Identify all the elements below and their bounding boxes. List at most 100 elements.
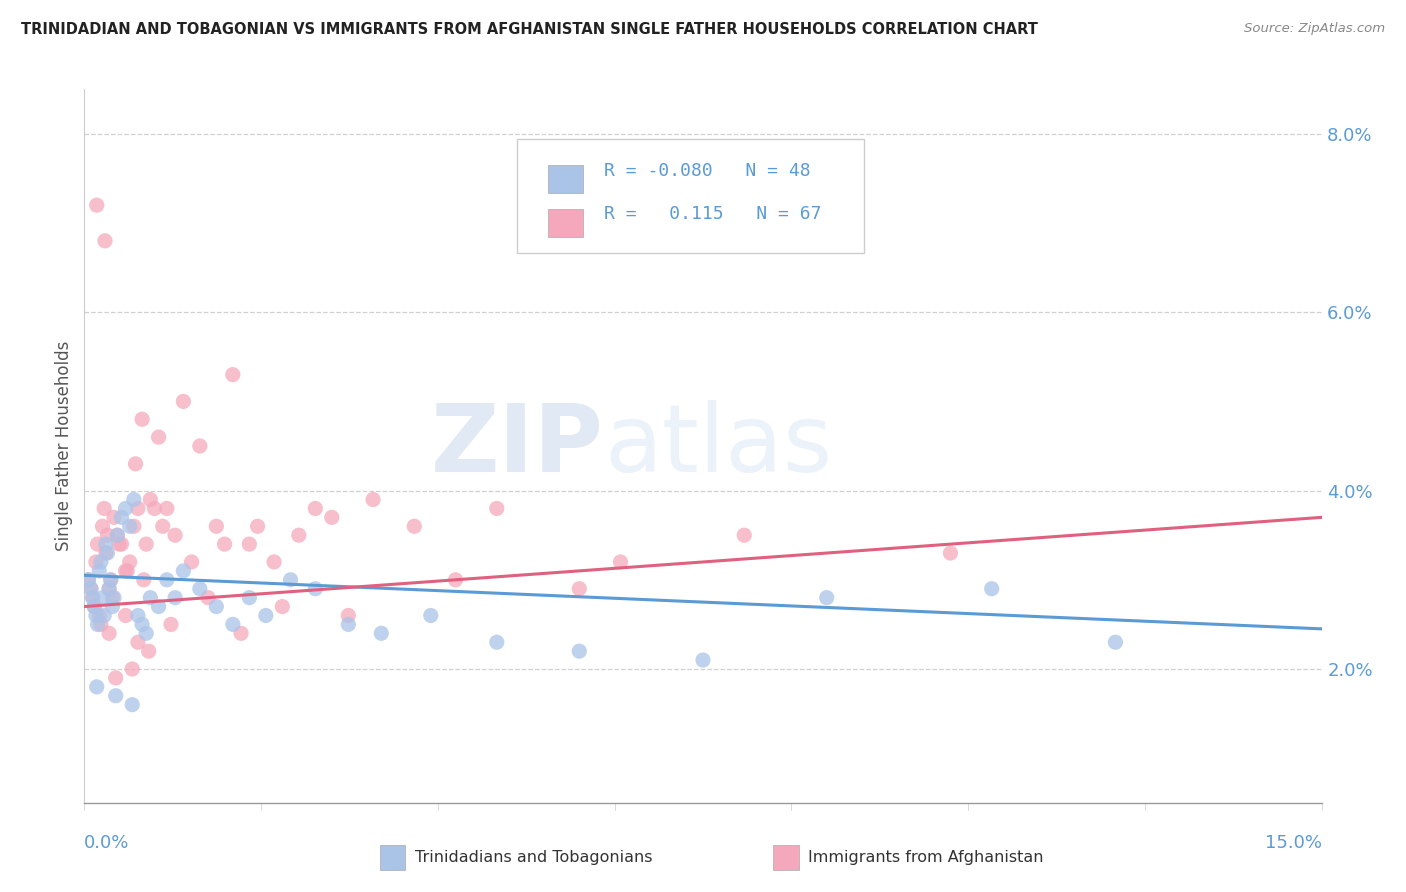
Point — [110, 537, 132, 551]
Point — [139, 591, 162, 605]
Point — [114, 608, 136, 623]
Text: 0.0%: 0.0% — [84, 834, 129, 852]
Text: 15.0%: 15.0% — [1264, 834, 1322, 852]
Point — [83, 599, 105, 614]
Point — [105, 528, 128, 542]
Point — [83, 599, 105, 614]
Point — [80, 582, 103, 596]
Point — [89, 564, 111, 578]
Text: Trinidadians and Tobagonians: Trinidadians and Tobagonians — [415, 850, 652, 864]
Point — [93, 501, 115, 516]
Point — [90, 555, 112, 569]
Point — [222, 368, 245, 382]
Point — [692, 653, 714, 667]
Point — [238, 591, 260, 605]
Point — [188, 582, 211, 596]
Point — [152, 519, 174, 533]
Point — [93, 608, 115, 623]
Point — [370, 626, 392, 640]
Point — [84, 555, 107, 569]
Point — [98, 582, 121, 596]
Point — [172, 564, 194, 578]
Point — [337, 617, 360, 632]
Point — [104, 671, 127, 685]
Point — [94, 546, 117, 560]
Point — [121, 698, 143, 712]
Text: ZIP: ZIP — [432, 400, 605, 492]
Point — [127, 501, 149, 516]
Point — [135, 537, 157, 551]
Point — [89, 608, 111, 623]
Point — [114, 564, 136, 578]
Point — [100, 573, 122, 587]
Point — [101, 591, 124, 605]
Point — [254, 608, 277, 623]
Point — [124, 457, 146, 471]
Point — [337, 608, 360, 623]
Point — [77, 573, 100, 587]
Point — [361, 492, 384, 507]
Point — [108, 537, 131, 551]
Point — [96, 528, 118, 542]
Point — [172, 394, 194, 409]
Point — [980, 582, 1002, 596]
Point — [86, 537, 108, 551]
Point — [156, 573, 179, 587]
Point — [131, 617, 153, 632]
Point — [156, 501, 179, 516]
Point — [815, 591, 838, 605]
Point — [148, 599, 170, 614]
Point — [568, 582, 591, 596]
Point — [444, 573, 467, 587]
Point — [86, 680, 108, 694]
Point — [82, 591, 104, 605]
Point — [568, 644, 591, 658]
FancyBboxPatch shape — [548, 209, 583, 236]
Point — [110, 510, 132, 524]
Point — [122, 492, 145, 507]
Text: R =   0.115   N = 67: R = 0.115 N = 67 — [605, 205, 821, 223]
Point — [197, 591, 219, 605]
FancyBboxPatch shape — [517, 139, 863, 253]
Point — [148, 430, 170, 444]
Point — [98, 626, 121, 640]
Point — [188, 439, 211, 453]
Point — [733, 528, 755, 542]
Point — [135, 626, 157, 640]
Text: TRINIDADIAN AND TOBAGONIAN VS IMMIGRANTS FROM AFGHANISTAN SINGLE FATHER HOUSEHOL: TRINIDADIAN AND TOBAGONIAN VS IMMIGRANTS… — [21, 22, 1038, 37]
Point — [82, 591, 104, 605]
Point — [214, 537, 236, 551]
Point — [165, 591, 187, 605]
Point — [205, 519, 228, 533]
Point — [100, 573, 122, 587]
Point — [101, 599, 124, 614]
Text: atlas: atlas — [605, 400, 832, 492]
Point — [321, 510, 343, 524]
Point — [205, 599, 228, 614]
Point — [86, 617, 108, 632]
Point — [84, 608, 107, 623]
Point — [127, 635, 149, 649]
Point — [609, 555, 631, 569]
Text: Immigrants from Afghanistan: Immigrants from Afghanistan — [808, 850, 1043, 864]
Point — [90, 617, 112, 632]
Point — [180, 555, 202, 569]
Point — [263, 555, 285, 569]
Point — [103, 591, 125, 605]
Point — [114, 501, 136, 516]
Point — [939, 546, 962, 560]
Point — [91, 519, 114, 533]
Point — [160, 617, 183, 632]
Point — [132, 573, 155, 587]
Point — [117, 564, 139, 578]
FancyBboxPatch shape — [548, 165, 583, 193]
Point — [304, 582, 326, 596]
Point — [222, 617, 245, 632]
Point — [103, 510, 125, 524]
Point — [165, 528, 187, 542]
Point — [288, 528, 311, 542]
Point — [96, 546, 118, 560]
Point — [118, 519, 141, 533]
Point — [229, 626, 252, 640]
Point — [238, 537, 260, 551]
